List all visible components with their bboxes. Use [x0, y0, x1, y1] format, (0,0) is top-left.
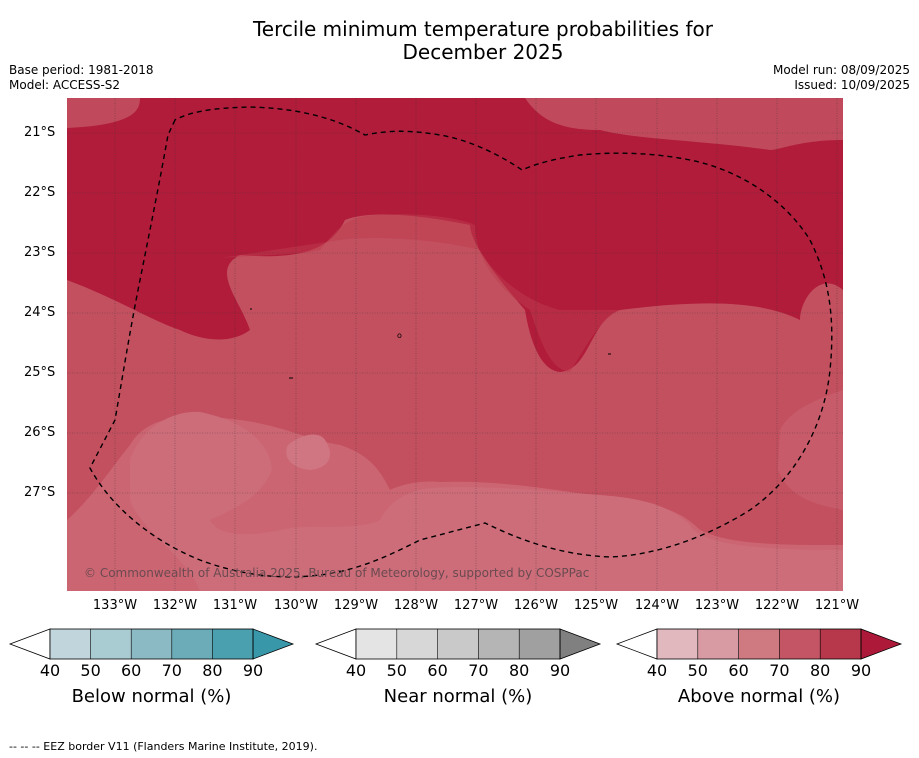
tick-label: 80 [810, 661, 831, 680]
eez-footnote: -- -- -- EEZ border V11 (Flanders Marine… [9, 740, 318, 753]
tick-label: 70 [468, 661, 489, 680]
lat-label: 25°S [24, 365, 56, 380]
band-70-northwest [67, 98, 140, 128]
title-line-2: December 2025 [402, 40, 564, 64]
gridlines [67, 98, 843, 591]
lon-label: 130°W [273, 598, 319, 613]
island-marker: o [397, 331, 402, 340]
colorbar-above-title: Above normal (%) [677, 686, 841, 707]
colorbar-below-title: Below normal (%) [71, 686, 232, 707]
tick-label: 60 [728, 661, 749, 680]
tick-label: 60 [121, 661, 142, 680]
lat-label: 27°S [24, 485, 56, 500]
colorbar-near-title: Near normal (%) [383, 686, 533, 707]
chart-title: Tercile minimum temperature probabilitie… [0, 18, 919, 64]
lon-label: 124°W [634, 598, 680, 613]
lon-label: 125°W [573, 598, 619, 613]
tick-label: 60 [427, 661, 448, 680]
tick-label: 40 [345, 661, 367, 680]
band-70-northeast [525, 98, 843, 150]
band-50-oval [286, 434, 330, 470]
map-fill-layer [67, 98, 843, 591]
tick-label: 90 [242, 661, 264, 680]
lon-label: 121°W [814, 598, 860, 613]
colorbar-near [314, 628, 602, 660]
lon-label: 131°W [212, 598, 258, 613]
model-run: Model run: 08/09/2025 [772, 63, 910, 77]
band-80-north [67, 98, 843, 372]
lat-label: 26°S [24, 425, 56, 440]
tick-label: 70 [161, 661, 182, 680]
lat-label: 21°S [24, 125, 56, 140]
lon-label: 122°W [754, 598, 800, 613]
band-50-south [130, 411, 843, 591]
eez-border [89, 106, 833, 578]
title-line-1: Tercile minimum temperature probabilitie… [252, 17, 714, 41]
lon-label: 128°W [393, 598, 439, 613]
tick-label: 40 [646, 661, 668, 680]
lon-label: 126°W [513, 598, 559, 613]
lon-label: 132°W [152, 598, 198, 613]
tick-label: 50 [386, 661, 407, 680]
lat-label: 22°S [24, 185, 56, 200]
lon-label: 127°W [453, 598, 499, 613]
lat-label: 24°S [24, 305, 56, 320]
lon-label: 123°W [694, 598, 740, 613]
issued-date: Issued: 10/09/2025 [794, 78, 910, 92]
lon-label: 129°W [333, 598, 379, 613]
tick-label: 90 [850, 661, 872, 680]
lat-label: 23°S [24, 245, 56, 260]
lon-label: 133°W [92, 598, 138, 613]
tick-label: 40 [39, 661, 61, 680]
meta-left: Base period: 1981-2018 Model: ACCESS-S2 [9, 63, 154, 93]
base-period: Base period: 1981-2018 [9, 63, 154, 77]
tick-label: 50 [80, 661, 101, 680]
tick-label: 80 [509, 661, 530, 680]
tick-label: 70 [769, 661, 790, 680]
tick-label: 80 [202, 661, 223, 680]
colorbar-below [8, 628, 295, 660]
copyright-notice: © Commonwealth of Australia 2025, Bureau… [84, 566, 590, 580]
tick-label: 50 [687, 661, 708, 680]
band-60-east [778, 390, 843, 510]
meta-right: Model run: 08/09/2025 Issued: 10/09/2025 [773, 63, 910, 93]
colorbar-above [615, 628, 903, 660]
tick-label: 90 [549, 661, 571, 680]
model-name: Model: ACCESS-S2 [9, 78, 121, 92]
